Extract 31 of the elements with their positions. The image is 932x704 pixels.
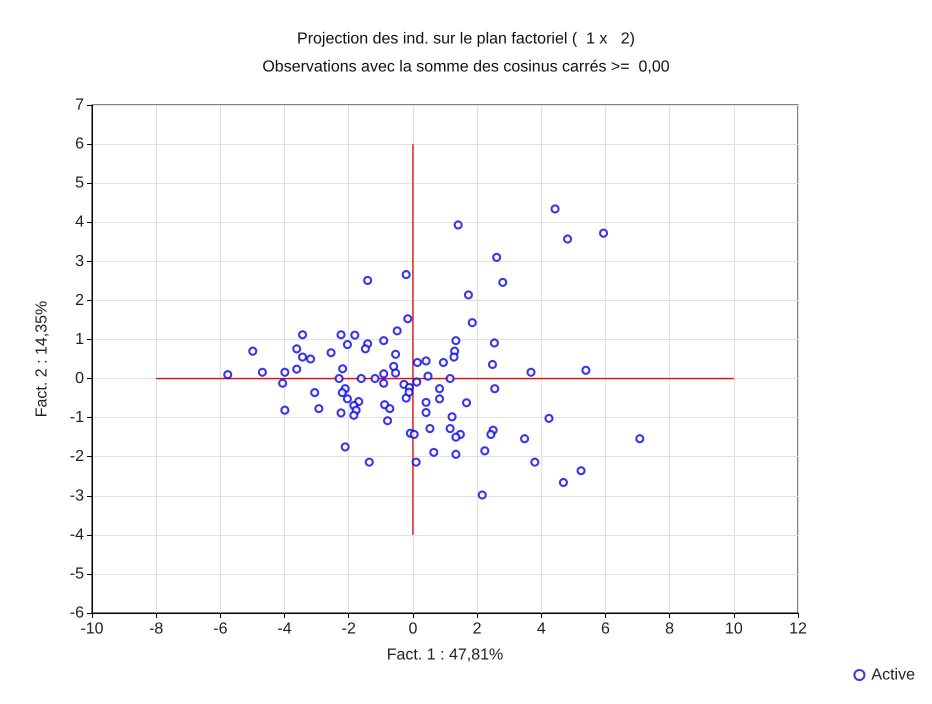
y-tick-label: 4 (75, 214, 84, 231)
x-tick-label: -10 (80, 620, 104, 638)
y-tick-label: -1 (70, 409, 84, 426)
x-tick-label: 4 (536, 620, 546, 638)
x-tick-label: 0 (408, 620, 418, 638)
y-tick-label: 1 (75, 330, 84, 348)
legend-label: Active (871, 666, 916, 684)
y-tick-label: 7 (75, 96, 84, 114)
chart-title: Projection des ind. sur le plan factoriel ( 1 x 2) (297, 30, 635, 48)
chart-subtitle: Observations avec la somme des cosinus carrés >= 0,00 (262, 58, 670, 76)
y-tick-label: -5 (70, 565, 84, 582)
y-tick-label: -4 (70, 526, 84, 544)
x-tick-label: 8 (665, 620, 674, 638)
y-tick-label: 2 (75, 292, 84, 309)
y-tick-label: 3 (75, 252, 84, 270)
y-axis-title: Fact. 2 : 14,35% (34, 300, 50, 418)
y-tick-label: 0 (75, 370, 84, 388)
y-tick-label: 6 (75, 136, 84, 153)
x-tick-label: -6 (213, 620, 228, 638)
x-tick-label: -4 (277, 620, 292, 638)
y-tick-label: -3 (70, 487, 84, 504)
x-tick-label: 12 (789, 620, 807, 638)
x-tick-label: 2 (472, 620, 482, 638)
x-tick-label: -8 (149, 620, 164, 638)
x-axis-title: Fact. 1 : 47,81% (386, 646, 504, 664)
x-tick-label: 10 (724, 620, 743, 638)
x-tick-label: 6 (601, 620, 610, 638)
y-tick-label: -2 (70, 448, 84, 466)
y-tick-label: -6 (70, 604, 84, 622)
x-tick-label: -2 (342, 620, 356, 638)
y-tick-label: 5 (75, 174, 84, 192)
